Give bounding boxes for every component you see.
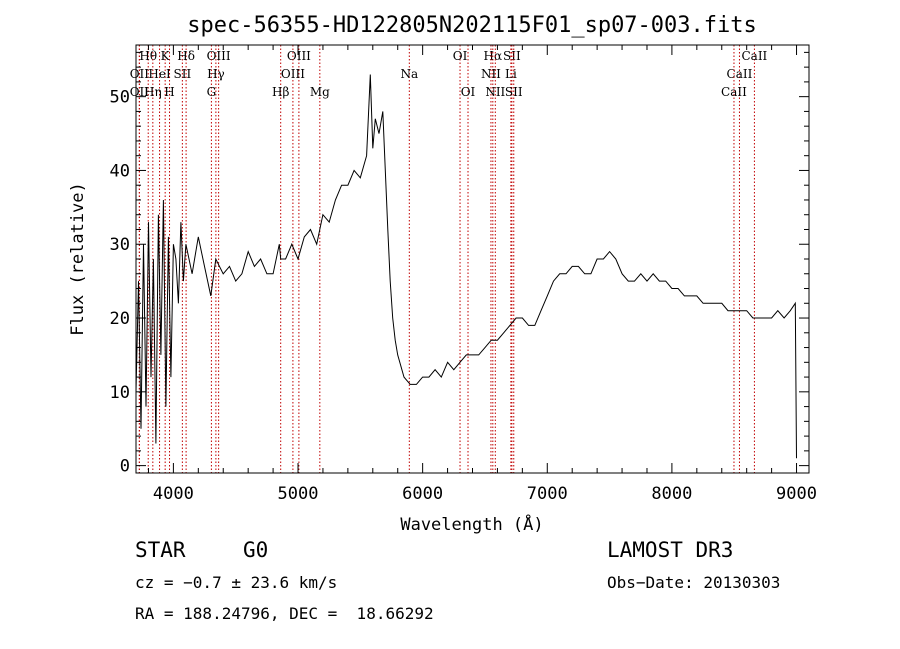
line-marker-label: OI xyxy=(453,49,468,63)
line-marker-label: SII xyxy=(174,67,192,81)
line-marker-label: Hη xyxy=(144,85,162,99)
line-marker-label: CaII xyxy=(727,67,753,81)
line-marker-label: OIII xyxy=(207,49,231,63)
survey-name: LAMOST DR3 xyxy=(607,538,734,562)
line-marker-label: K xyxy=(161,49,171,63)
line-marker-label: H xyxy=(164,85,174,99)
line-marker-label: OI xyxy=(461,85,476,99)
line-marker-label: NII xyxy=(485,85,505,99)
y-tick-label: 30 xyxy=(110,235,130,255)
plot-frame xyxy=(135,44,810,474)
spectrum-line xyxy=(135,74,797,459)
y-tick-label: 10 xyxy=(110,383,130,403)
coordinates: RA = 188.24796, DEC = 18.66292 xyxy=(135,604,434,623)
x-tick-label: 6000 xyxy=(402,484,443,504)
series-layer xyxy=(135,74,797,459)
y-axis-label: Flux (relative) xyxy=(68,182,88,336)
line-marker-label: Hα xyxy=(484,49,503,63)
observation-date: Obs−Date: 20130303 xyxy=(607,573,781,592)
y-tick-label: 50 xyxy=(110,88,130,108)
y-tick-label: 40 xyxy=(110,161,130,181)
line-marker-label: CaII xyxy=(741,49,767,63)
line-marker-label: Hβ xyxy=(272,85,289,99)
line-marker-label: CaII xyxy=(721,85,747,99)
y-tick-label: 20 xyxy=(110,309,130,329)
line-marker-label: SII xyxy=(503,49,521,63)
x-axis-label: Wavelength (Å) xyxy=(400,513,543,535)
y-tick-label: 0 xyxy=(120,457,130,477)
chart-title: spec-56355-HD122805N202115F01_sp07-003.f… xyxy=(187,13,757,38)
line-marker-label: G xyxy=(207,85,217,99)
y-axis: 0 10 20 30 40 50 xyxy=(110,51,809,477)
line-marker-label: Hδ xyxy=(177,49,195,63)
x-tick-label: 4000 xyxy=(153,484,194,504)
redshift-cz: cz = −0.7 ± 23.6 km/s xyxy=(135,573,338,592)
x-axis: 4000 5000 6000 7000 8000 9000 xyxy=(147,45,817,504)
x-tick-label: 7000 xyxy=(527,484,568,504)
x-tick-label: 8000 xyxy=(651,484,692,504)
line-marker-label: Mg xyxy=(310,85,330,99)
line-marker-label: NII xyxy=(481,67,501,81)
subclass: G0 xyxy=(243,538,269,562)
line-marker-label: OIII xyxy=(281,67,305,81)
line-marker-label: HeI xyxy=(148,67,171,81)
line-marker-label: Hγ xyxy=(207,67,225,81)
line-marker-label: Hθ xyxy=(139,49,157,63)
line-marker-label: Li xyxy=(505,67,517,81)
line-marker-label: OIII xyxy=(287,49,311,63)
line-marker-label: SII xyxy=(505,85,523,99)
x-tick-label: 5000 xyxy=(278,484,319,504)
line-marker-label: OII xyxy=(130,85,150,99)
object-class: STAR xyxy=(135,538,186,562)
x-tick-label: 9000 xyxy=(776,484,817,504)
line-marker-label: Na xyxy=(400,67,418,81)
